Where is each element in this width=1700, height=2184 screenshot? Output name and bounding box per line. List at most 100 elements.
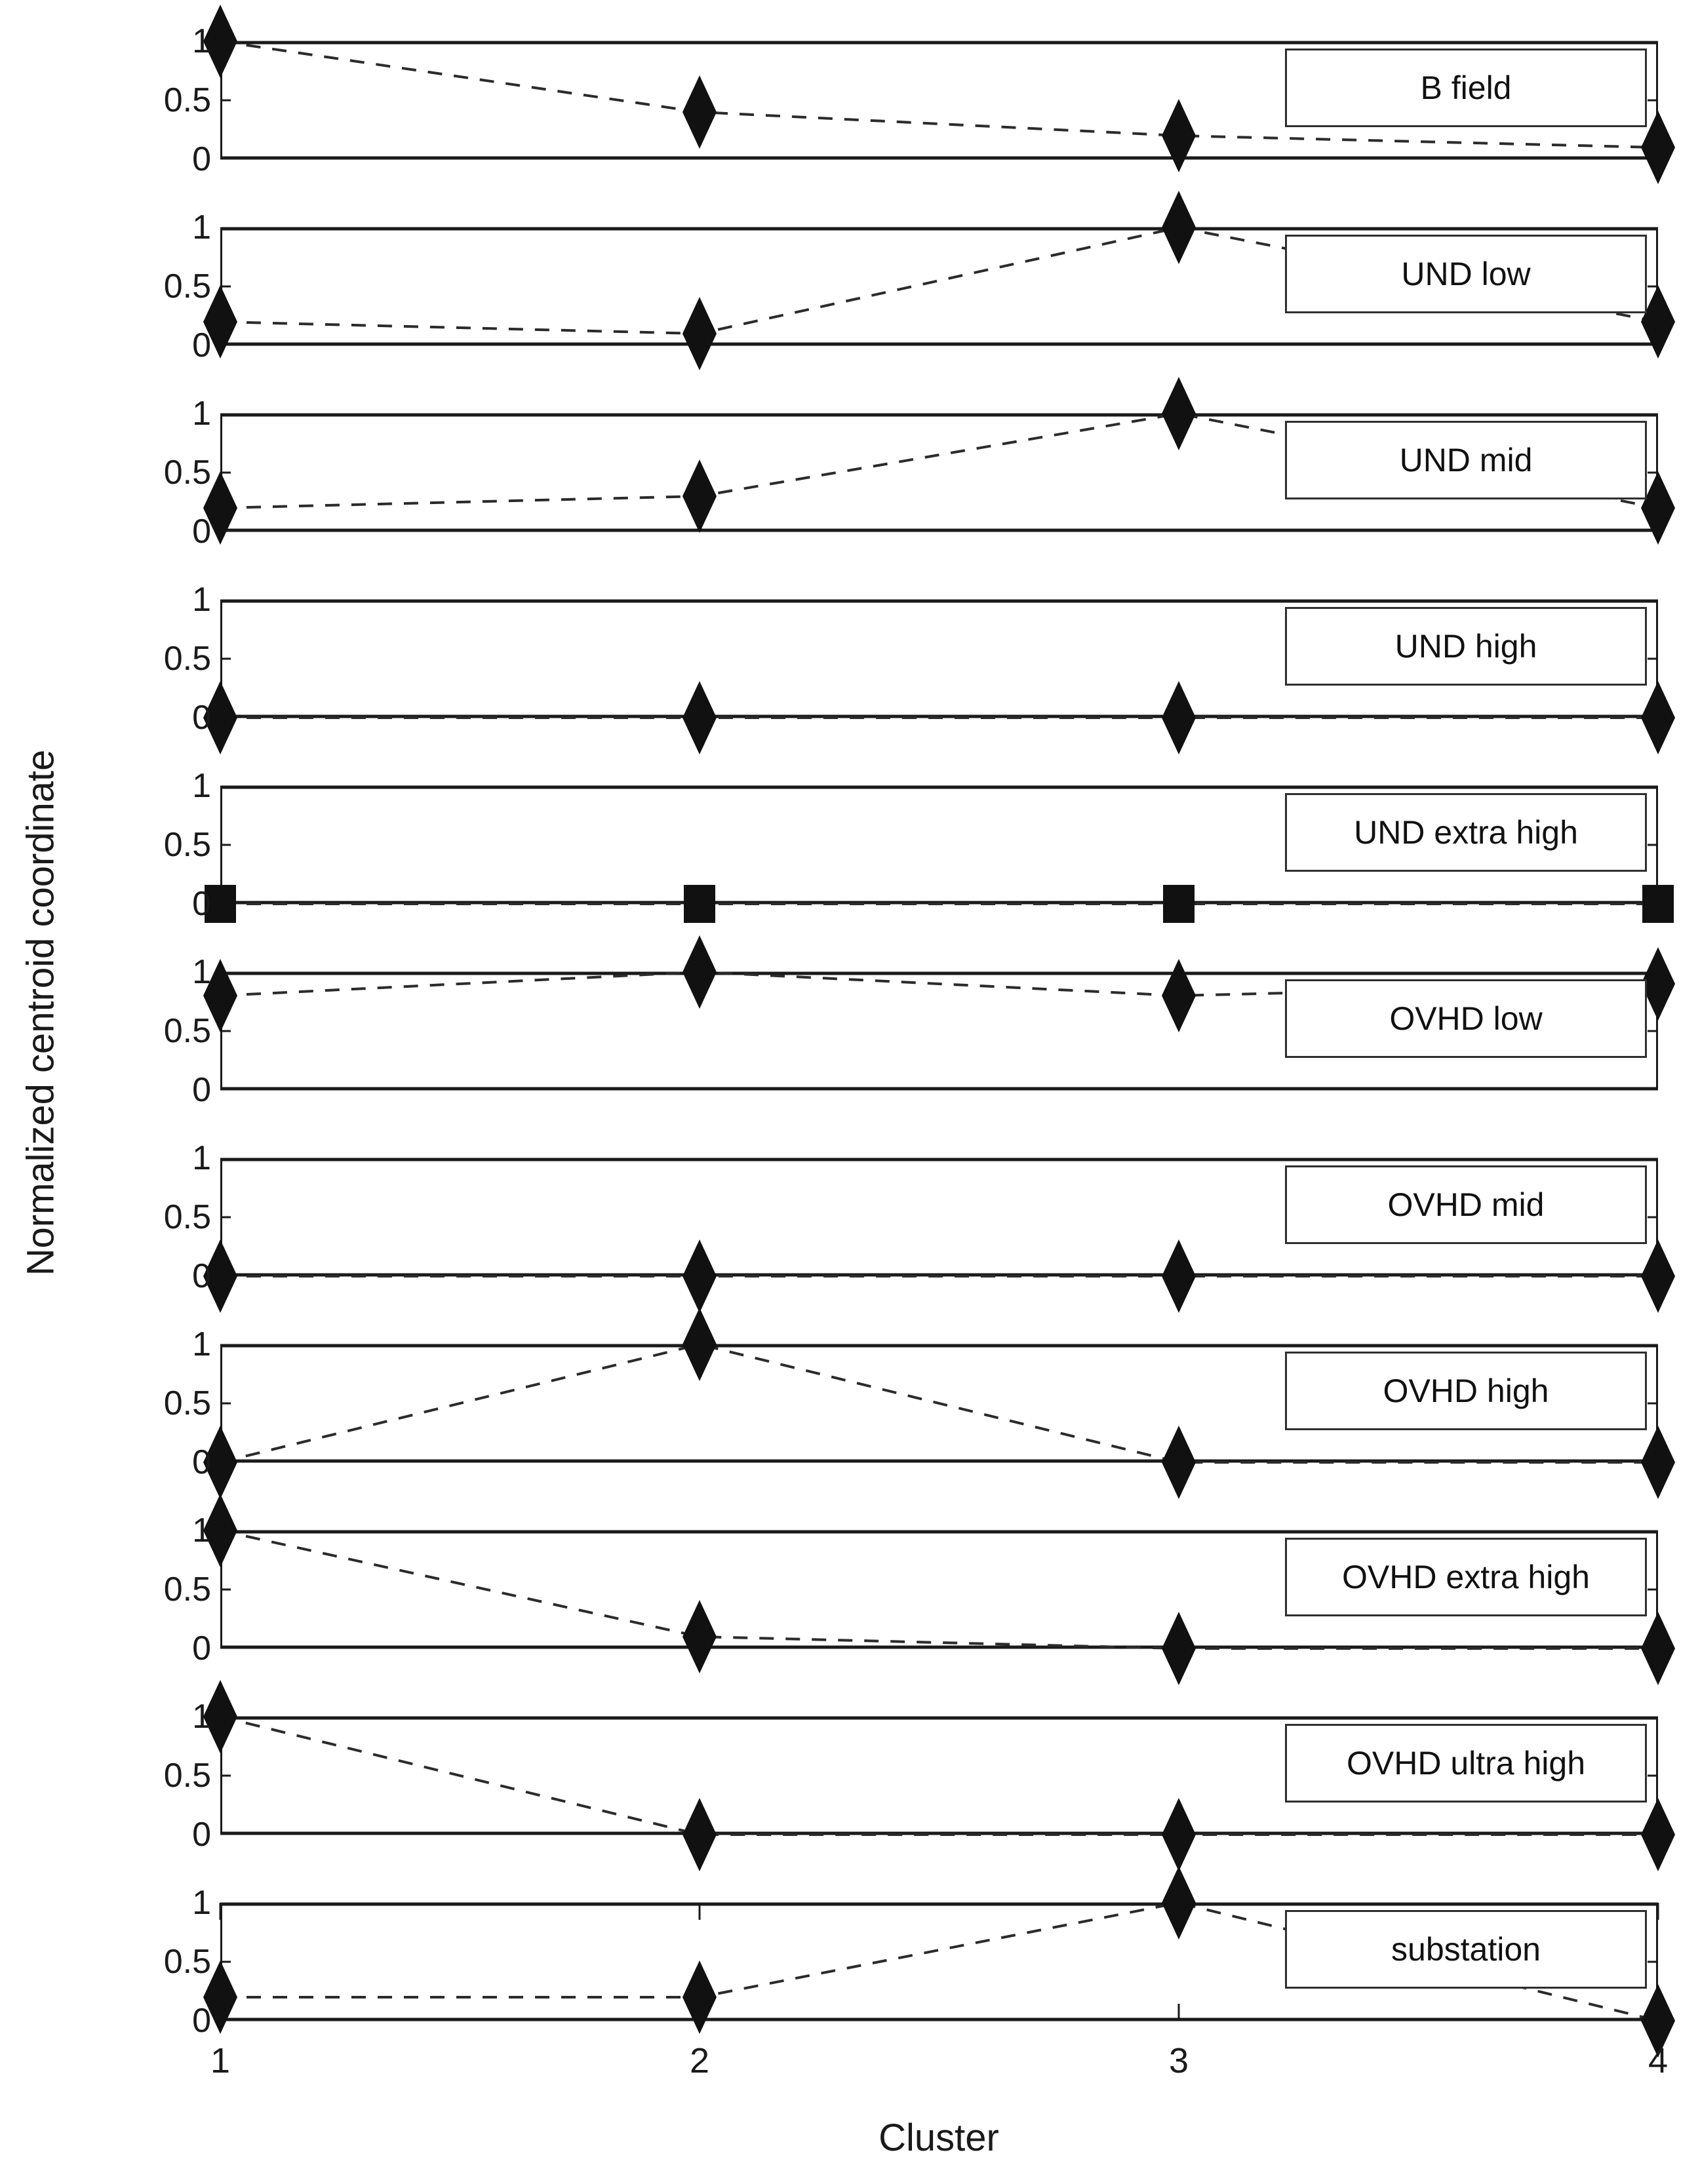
diamond-marker	[203, 471, 237, 545]
subplot-panel: UND low 1 0.5 0	[164, 191, 1675, 370]
y-tick-label: 1	[192, 1698, 211, 1736]
legend-label: B field	[1420, 69, 1512, 106]
y-tick-label: 0.5	[163, 1757, 211, 1795]
diamond-marker	[1162, 681, 1196, 754]
legend-box: UND extra high	[1285, 793, 1647, 872]
diamond-marker	[682, 1798, 717, 1871]
diamond-marker	[1641, 947, 1675, 1021]
y-tick-label: 0.5	[163, 826, 211, 864]
diamond-marker	[682, 1239, 717, 1313]
diamond-marker	[1641, 1239, 1675, 1313]
diamond-marker	[203, 285, 237, 359]
diamond-marker	[203, 1494, 237, 1567]
y-tick-label: 0.5	[163, 640, 211, 678]
y-tick-label: 0	[192, 1816, 211, 1854]
diamond-marker	[682, 1600, 717, 1673]
diamond-marker	[682, 1308, 717, 1381]
diamond-marker	[1641, 471, 1675, 545]
diamond-marker	[1162, 1239, 1196, 1313]
diamond-marker	[682, 75, 717, 149]
x-axis-title: Cluster	[879, 2116, 999, 2159]
diamond-marker	[203, 681, 237, 754]
subplot-axes	[203, 1308, 1675, 1499]
diamond-marker	[1641, 1612, 1675, 1685]
y-tick-label: 1	[192, 1139, 211, 1177]
diamond-marker	[203, 1960, 237, 2034]
diamond-marker	[1641, 111, 1675, 184]
diamond-marker	[203, 1680, 237, 1753]
y-tick-label: 1	[192, 953, 211, 991]
diamond-marker	[203, 1239, 237, 1313]
data-line	[220, 1529, 1658, 1650]
y-tick-label: 1	[192, 1511, 211, 1550]
y-tick-label: 0.5	[163, 1943, 211, 1981]
legend-label: UND extra high	[1354, 814, 1578, 851]
y-tick-label: 1	[192, 581, 211, 619]
subplot-panel: substation 1 0.5 0	[164, 1866, 1675, 2057]
y-tick-label: 0	[192, 1071, 211, 1109]
legend-label: UND low	[1401, 256, 1531, 292]
square-marker	[684, 885, 715, 923]
data-line	[220, 970, 1659, 998]
legend-label: substation	[1391, 1931, 1541, 1968]
legend-label: OVHD ultra high	[1346, 1745, 1586, 1782]
subplot-panel: OVHD extra high 1 0.5 0	[164, 1494, 1675, 1685]
diamond-marker	[203, 1426, 237, 1499]
x-tick-label: 2	[689, 2041, 710, 2080]
subplot-axes	[203, 1494, 1675, 1685]
data-line	[220, 40, 1659, 149]
y-tick-label: 0	[192, 699, 211, 737]
y-tick-label: 0.5	[163, 1012, 211, 1050]
square-marker	[1642, 885, 1674, 923]
y-tick-label: 0	[192, 1257, 211, 1295]
subplot-panel: UND extra high 1 0.5 0	[164, 769, 1674, 923]
diamond-marker	[1641, 1798, 1675, 1871]
legend-label: OVHD extra high	[1342, 1559, 1590, 1595]
y-tick-label: 0	[192, 326, 211, 364]
diamond-marker	[682, 935, 717, 1009]
subplot-axes	[205, 785, 1674, 923]
legend-box: OVHD ultra high	[1285, 1724, 1647, 1803]
subplot-axes	[203, 1158, 1675, 1313]
y-tick-label: 0.5	[163, 81, 211, 119]
legend-box: B field	[1285, 49, 1647, 127]
subplot-axes	[203, 5, 1675, 184]
x-tick-label: 4	[1648, 2041, 1669, 2080]
subplot-axes	[203, 935, 1675, 1091]
diamond-marker	[203, 959, 237, 1032]
legend-box: OVHD mid	[1285, 1165, 1647, 1244]
diamond-marker	[1162, 99, 1196, 172]
legend-box: UND high	[1285, 607, 1647, 686]
diamond-marker	[1162, 191, 1196, 264]
data-line	[220, 1342, 1658, 1464]
data-line	[220, 1715, 1658, 1836]
diamond-marker	[1162, 1798, 1196, 1871]
diamond-marker	[1162, 1612, 1196, 1685]
legend-label: OVHD high	[1383, 1373, 1549, 1409]
legend-label: UND high	[1394, 628, 1537, 665]
y-tick-label: 0	[192, 1443, 211, 1481]
legend-box: OVHD low	[1285, 979, 1647, 1058]
y-tick-label: 1	[192, 1325, 211, 1363]
subplot-panel: UND high 1 0.5 0	[164, 583, 1675, 754]
y-tick-label: 0	[192, 140, 211, 178]
legend-box: UND mid	[1285, 421, 1647, 499]
diamond-marker	[682, 459, 717, 533]
legend-box: substation	[1285, 1910, 1647, 1989]
legend-label: OVHD low	[1389, 1000, 1543, 1037]
y-tick-label: 0	[192, 2002, 211, 2040]
subplot-axes	[203, 1680, 1675, 1871]
subplot-axes	[203, 1866, 1675, 2057]
subplot-panel: OVHD low 1 0.5 0	[164, 935, 1675, 1107]
y-tick-label: 1	[192, 395, 211, 433]
y-tick-label: 0.5	[163, 1198, 211, 1236]
diamond-marker	[1162, 1866, 1196, 1940]
legend-box: UND low	[1285, 235, 1647, 313]
y-tick-label: 0.5	[163, 1570, 211, 1609]
y-tick-label: 1	[192, 208, 211, 246]
y-axis-title: Normalized centroid coordinate	[19, 749, 62, 1276]
y-tick-label: 0.5	[163, 454, 211, 492]
y-tick-label: 0.5	[163, 267, 211, 305]
diamond-marker	[1641, 1984, 1675, 2057]
